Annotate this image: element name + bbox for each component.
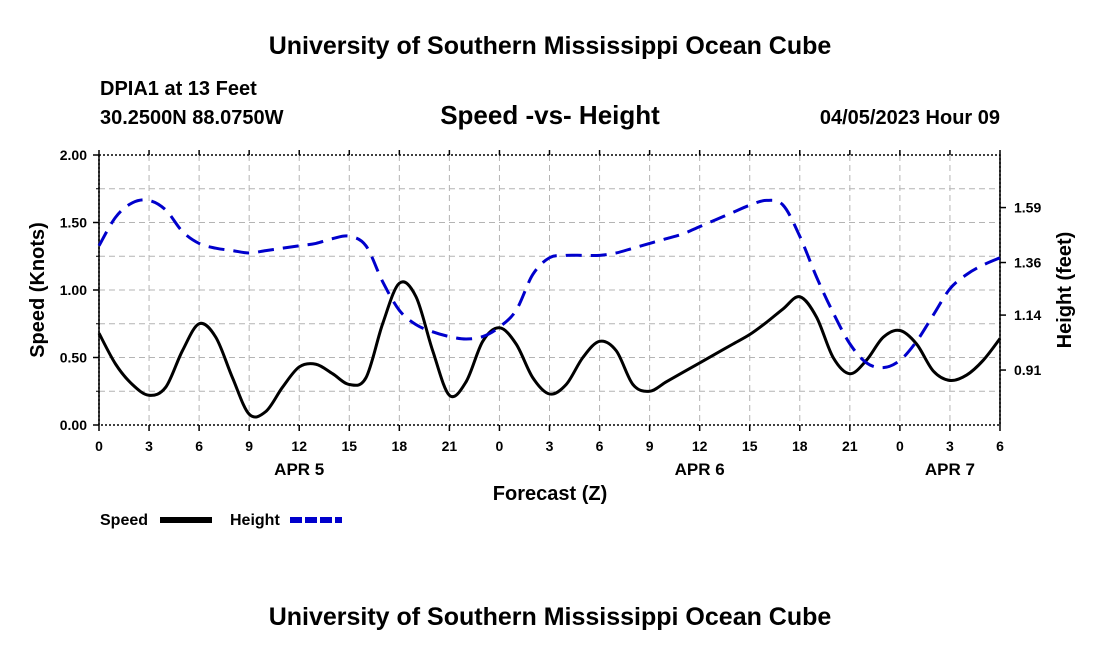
x-tick-label: 6	[195, 438, 203, 454]
x-tick-label: 0	[95, 438, 103, 454]
x-tick-label: 15	[742, 438, 758, 454]
x-tick-label: 21	[442, 438, 458, 454]
series-group	[97, 198, 1002, 419]
y-tick-label: 1.50	[60, 215, 87, 231]
x-tick-label: 9	[245, 438, 253, 454]
y2-tick-label: 1.59	[1014, 200, 1041, 216]
legend-label-speed: Speed	[100, 512, 148, 529]
x-tick-label: 9	[646, 438, 654, 454]
x-tick-label: 21	[842, 438, 858, 454]
x-tick-label: 6	[596, 438, 604, 454]
y-tick-label: 0.50	[60, 350, 87, 366]
x-tick-label: 6	[996, 438, 1004, 454]
y-tick-label: 0.00	[60, 417, 87, 433]
gridlines	[99, 155, 1000, 425]
station-coordinates: 30.2500N 88.0750W	[100, 107, 284, 129]
chart-title: University of Southern Mississippi Ocean…	[269, 32, 832, 60]
station-label: DPIA1 at 13 Feet	[100, 78, 257, 100]
axes: 0 3 6 9 12 15 18 21 0 3 6 9 12 15 18 21 0 3 6 0.00 0.50 1.00 1…	[60, 147, 1042, 479]
x-tick-label: 18	[792, 438, 808, 454]
date-label: APR 7	[925, 460, 975, 479]
x-axis-label: Forecast (Z)	[493, 483, 607, 505]
x-tick-label: 3	[145, 438, 153, 454]
x-tick-label: 0	[496, 438, 504, 454]
chart-subtitle: Speed -vs- Height	[440, 100, 660, 130]
y-tick-label: 2.00	[60, 147, 87, 163]
legend-label-height: Height	[230, 512, 280, 529]
forecast-datetime: 04/05/2023 Hour 09	[820, 107, 1000, 129]
y-axis-label: Speed (Knots)	[27, 222, 49, 358]
y2-tick-label: 0.91	[1014, 362, 1041, 378]
series-line-speed	[97, 280, 1002, 419]
date-label: APR 5	[274, 460, 324, 479]
x-tick-label: 15	[341, 438, 357, 454]
date-label: APR 6	[675, 460, 725, 479]
legend: Speed Height	[100, 512, 342, 529]
y-tick-label: 1.00	[60, 282, 87, 298]
x-tick-label: 3	[946, 438, 954, 454]
x-tick-label: 18	[392, 438, 408, 454]
footer-title: University of Southern Mississippi Ocean…	[269, 603, 832, 631]
series-line-height	[97, 198, 1001, 370]
y2-tick-label: 1.36	[1014, 255, 1041, 271]
x-tick-label: 12	[291, 438, 307, 454]
y2-axis-label: Height (feet)	[1054, 232, 1076, 349]
x-tick-label: 0	[896, 438, 904, 454]
x-tick-label: 3	[546, 438, 554, 454]
y2-tick-label: 1.14	[1014, 307, 1041, 323]
x-tick-label: 12	[692, 438, 708, 454]
